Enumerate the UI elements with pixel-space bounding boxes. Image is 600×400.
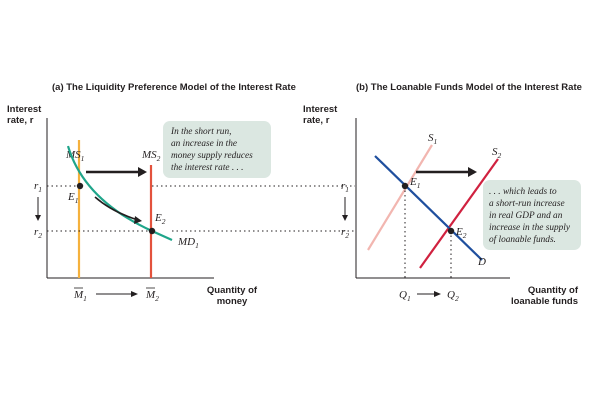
panel-a-tick-m1: M1 bbox=[73, 289, 87, 303]
panel-b-r-down-arrow-head bbox=[342, 215, 348, 221]
panel-a-tick-r1: r1 bbox=[34, 180, 42, 194]
panel-a-r-down-arrow-head bbox=[35, 215, 41, 221]
panel-b-y-label-line1: Interest bbox=[303, 104, 338, 115]
s1-line bbox=[367, 144, 433, 251]
s2-line bbox=[419, 158, 499, 269]
panel-a-tick-m2: M2 bbox=[145, 289, 159, 303]
panel-b-x-label-line2: loanable funds bbox=[511, 296, 578, 307]
panel-b-e1-label: E1 bbox=[409, 176, 420, 190]
panel-a-note-line2: an increase in the bbox=[171, 139, 237, 149]
s1-label: S1 bbox=[428, 132, 437, 146]
d-label: D bbox=[477, 256, 486, 268]
panel-b-note-box bbox=[483, 180, 581, 250]
panel-a-title: (a) The Liquidity Preference Model of th… bbox=[52, 82, 296, 93]
panel-b-note-line5: of loanable funds. bbox=[489, 234, 556, 245]
panel-a-e1-label: E1 bbox=[67, 191, 78, 205]
s2-label: S2 bbox=[492, 146, 502, 160]
panel-b-note-line4: increase in the supply bbox=[489, 223, 571, 233]
md1-curve bbox=[66, 145, 173, 242]
panel-b: (b) The Loanable Funds Model of the Inte… bbox=[303, 82, 582, 307]
panel-b-note-line3: in real GDP and an bbox=[489, 211, 563, 221]
panel-a-m-arrow-head bbox=[131, 291, 138, 297]
panel-a-y-label-line1: Interest bbox=[7, 104, 42, 115]
panel-a: (a) The Liquidity Preference Model of th… bbox=[7, 82, 296, 307]
panel-b-y-label-line2: rate, r bbox=[303, 115, 330, 126]
panel-a-note-line3: money supply reduces bbox=[171, 151, 253, 161]
s-shift-arrow-head bbox=[468, 167, 477, 177]
ms2-label: MS2 bbox=[141, 149, 161, 163]
panel-a-note-box bbox=[163, 121, 271, 178]
panel-b-e2-label: E2 bbox=[455, 226, 467, 240]
panel-b-tick-q2: Q2 bbox=[447, 289, 459, 303]
panel-a-y-label-line2: rate, r bbox=[7, 115, 34, 126]
panel-b-tick-r1: r1 bbox=[341, 180, 349, 194]
panel-a-note-line4: the interest rate . . . bbox=[171, 163, 243, 173]
panel-b-note-line1: . . . which leads to bbox=[489, 187, 557, 197]
d-line bbox=[374, 155, 483, 261]
panel-a-tick-r2: r2 bbox=[34, 226, 42, 240]
panel-a-movement-arrow-head bbox=[134, 216, 142, 224]
panel-a-e2-label: E2 bbox=[154, 212, 166, 226]
panel-a-movement-arrow bbox=[94, 196, 139, 221]
panel-b-x-label-line1: Quantity of bbox=[528, 285, 579, 296]
panel-a-x-label-line1: Quantity of bbox=[207, 285, 258, 296]
ms-shift-arrow-head bbox=[138, 167, 147, 177]
panel-b-tick-q1: Q1 bbox=[399, 289, 411, 303]
panel-b-q-arrow-head bbox=[434, 291, 441, 297]
panel-b-note-line2: a short-run increase bbox=[489, 199, 565, 209]
panel-b-tick-r2: r2 bbox=[341, 226, 349, 240]
panel-a-x-label-line2: money bbox=[217, 296, 248, 307]
panel-b-title: (b) The Loanable Funds Model of the Inte… bbox=[356, 82, 582, 93]
md1-label: MD1 bbox=[177, 236, 199, 250]
panel-a-note-line1: In the short run, bbox=[170, 127, 231, 137]
